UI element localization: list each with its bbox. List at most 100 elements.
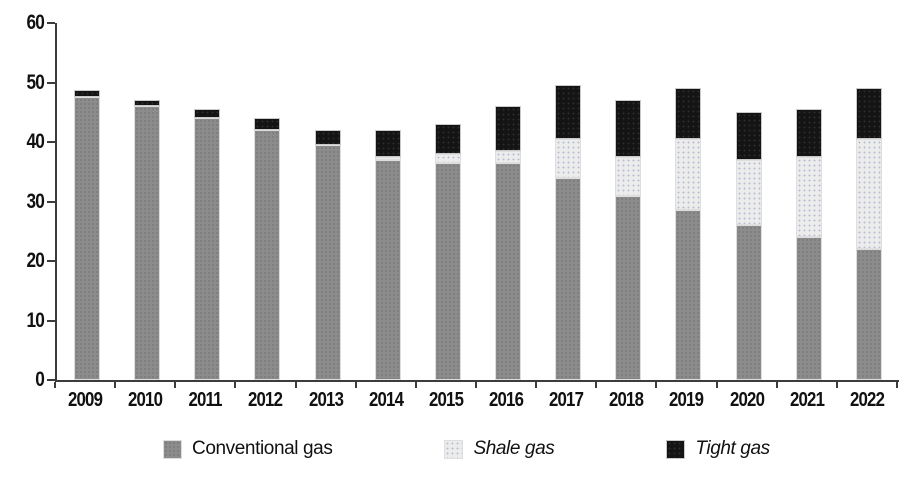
bar-2015-tight-gas xyxy=(434,124,461,154)
y-axis-tick xyxy=(47,260,55,262)
legend-label-tight-gas: Tight gas xyxy=(695,438,770,459)
bar-slot-2020 xyxy=(719,23,779,380)
bar-2016-tight-gas xyxy=(495,106,522,151)
bar-slot-2010 xyxy=(117,23,177,380)
bar-2013-tight-gas xyxy=(314,130,341,145)
x-axis-tick xyxy=(896,382,898,388)
bar-2018-shale-gas xyxy=(615,156,642,196)
y-axis-tick xyxy=(47,22,55,24)
x-axis-label-2009: 2009 xyxy=(68,389,103,411)
bar-2019-shale-gas xyxy=(675,139,702,211)
y-axis-tick-label: 60 xyxy=(26,11,44,34)
bar-2012-conventional-gas xyxy=(254,130,281,380)
bar-2017 xyxy=(555,85,582,380)
bar-2021-tight-gas xyxy=(795,109,822,157)
x-axis-labels: 2009 2010 2011 2012 2013 2014 2015 2016 2017 2018… xyxy=(55,389,897,412)
legend-swatch-shale-gas xyxy=(444,439,464,459)
bar-2015 xyxy=(434,124,461,380)
legend-swatch-conventional-gas xyxy=(163,439,182,459)
bar-2009-tight-gas xyxy=(74,89,101,98)
x-axis-tick xyxy=(716,382,718,388)
x-axis-label-2011: 2011 xyxy=(188,389,223,411)
x-axis-label-2010: 2010 xyxy=(128,389,163,411)
bar-slot-2011 xyxy=(177,23,237,380)
bar-slot-2013 xyxy=(298,23,358,380)
bar-slot-2019 xyxy=(658,23,718,380)
bar-slot-2009 xyxy=(57,23,117,380)
bar-2014-conventional-gas xyxy=(374,159,401,380)
y-axis-tick-label: 0 xyxy=(35,368,45,391)
bar-2015-conventional-gas xyxy=(434,162,461,380)
x-axis-tick xyxy=(836,382,838,388)
bar-2017-shale-gas xyxy=(555,139,582,178)
bar-2022 xyxy=(855,88,882,380)
y-axis-tick xyxy=(47,81,55,84)
bar-2013 xyxy=(314,130,341,380)
bar-slot-2016 xyxy=(478,23,538,380)
bar-2017-tight-gas xyxy=(555,85,582,140)
bar-2017-conventional-gas xyxy=(555,177,582,380)
bar-2012 xyxy=(254,118,281,380)
bar-2020-conventional-gas xyxy=(735,225,762,380)
x-axis-tick xyxy=(475,382,477,388)
bar-slot-2018 xyxy=(598,23,658,380)
bar-2021-conventional-gas xyxy=(795,237,822,380)
x-axis-label-2022: 2022 xyxy=(849,389,885,411)
legend-label-conventional-gas: Conventional gas xyxy=(192,438,333,459)
bar-2016-shale-gas xyxy=(495,150,522,163)
bar-2009 xyxy=(74,89,101,380)
x-axis-tick xyxy=(595,382,597,388)
bar-slot-2021 xyxy=(779,23,839,380)
legend-swatch-tight-gas xyxy=(666,439,686,459)
bar-slot-2012 xyxy=(237,23,297,380)
x-axis-label-2013: 2013 xyxy=(308,389,344,411)
x-axis-label-2019: 2019 xyxy=(669,389,704,411)
bar-2012-tight-gas xyxy=(254,118,281,131)
x-axis-tick xyxy=(535,382,537,388)
y-axis-tick xyxy=(47,200,55,203)
bar-2011-conventional-gas xyxy=(194,118,221,380)
bar-slot-2022 xyxy=(839,23,899,380)
bar-slot-2017 xyxy=(538,23,598,380)
bar-2009-conventional-gas xyxy=(74,97,101,380)
bar-2019 xyxy=(675,88,702,380)
bar-2020-tight-gas xyxy=(735,112,762,160)
bar-2011-tight-gas xyxy=(194,109,221,119)
x-axis-tick xyxy=(776,382,778,388)
bar-2016-conventional-gas xyxy=(495,162,522,380)
legend-item-tight-gas: Tight gas xyxy=(666,438,770,460)
y-axis-tick xyxy=(47,379,55,381)
legend-label-shale-gas: Shale gas xyxy=(473,438,555,459)
bar-2016 xyxy=(495,106,522,380)
y-axis-tick-label: 30 xyxy=(26,189,44,213)
bar-2011 xyxy=(194,109,221,380)
y-axis-tick-label: 40 xyxy=(26,130,44,153)
bar-2014-shale-gas xyxy=(374,156,401,160)
legend: Conventional gas Shale gas Tight gas xyxy=(0,438,901,460)
bar-2022-conventional-gas xyxy=(855,249,882,380)
legend-item-conventional-gas: Conventional gas xyxy=(163,438,333,460)
y-axis-tick-label: 20 xyxy=(26,249,44,272)
x-axis-tick xyxy=(355,382,357,388)
bar-2019-tight-gas xyxy=(675,88,702,140)
bar-2010 xyxy=(134,100,161,380)
bar-2022-shale-gas xyxy=(855,139,882,250)
x-axis-tick xyxy=(174,382,176,388)
x-axis-label-2018: 2018 xyxy=(609,389,644,411)
bar-2014 xyxy=(374,130,401,380)
bar-2018-tight-gas xyxy=(615,100,642,157)
bar-2021-shale-gas xyxy=(795,156,822,238)
bar-2022-tight-gas xyxy=(855,88,882,140)
x-axis-label-2014: 2014 xyxy=(368,389,404,411)
x-axis-label-2021: 2021 xyxy=(789,389,825,411)
plot-area xyxy=(55,23,899,382)
bar-2018-conventional-gas xyxy=(615,195,642,380)
bar-2015-shale-gas xyxy=(434,153,461,163)
x-axis-label-2012: 2012 xyxy=(248,389,283,411)
y-axis-tick-label: 50 xyxy=(26,70,44,94)
bar-2014-tight-gas xyxy=(374,130,401,157)
y-axis-tick-label: 10 xyxy=(26,308,44,332)
x-axis-tick xyxy=(655,382,657,388)
bar-2019-conventional-gas xyxy=(675,210,702,380)
